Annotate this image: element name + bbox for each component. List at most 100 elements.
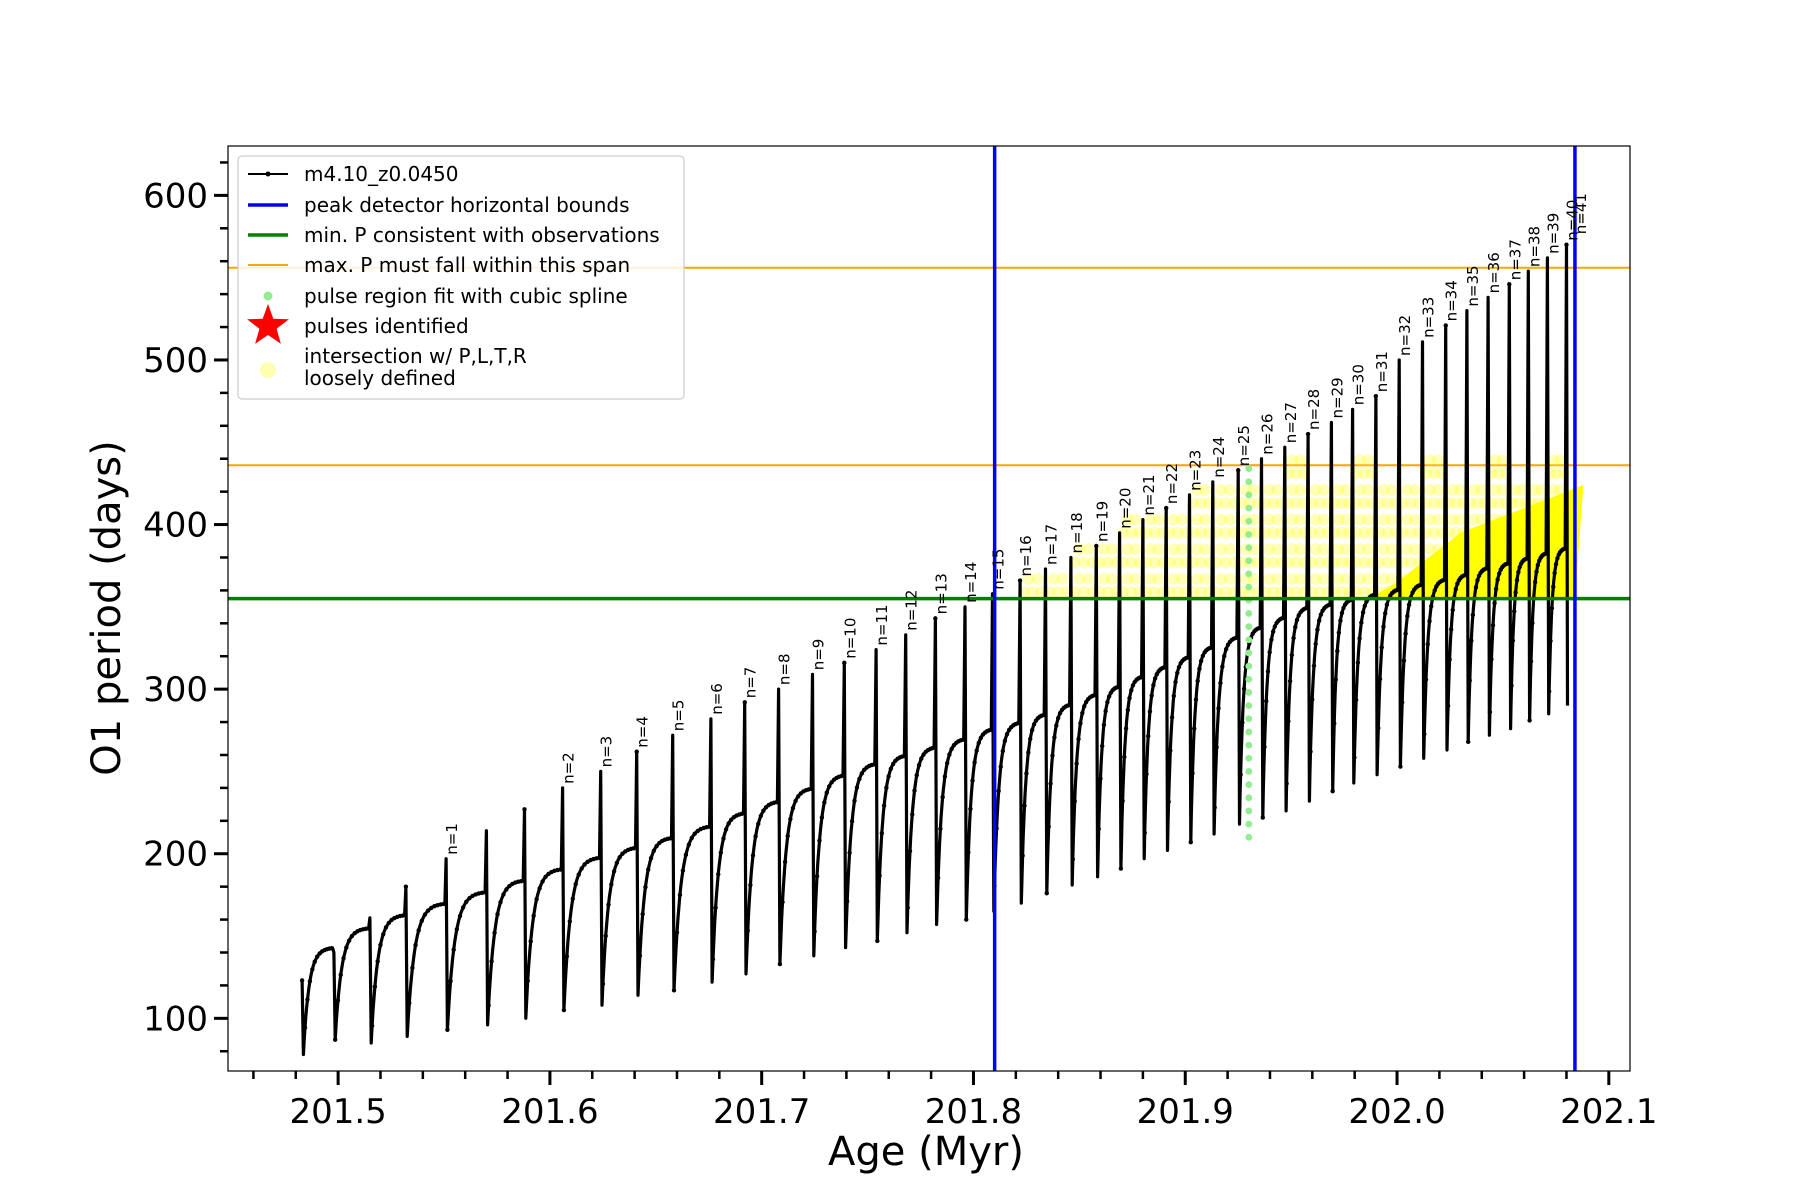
period-point (1022, 803, 1027, 808)
period-point (1429, 604, 1434, 609)
intersection-marker (1362, 454, 1375, 467)
intersection-marker (1475, 513, 1488, 526)
period-point (1341, 605, 1346, 611)
intersection-marker (1167, 572, 1180, 585)
intersection-marker (1199, 543, 1212, 556)
period-point (1528, 659, 1534, 664)
intersection-marker (1290, 467, 1303, 480)
period-point (372, 984, 378, 989)
spline-point (1245, 689, 1253, 696)
period-point (314, 954, 320, 959)
period-point (338, 972, 343, 978)
intersection-marker (1073, 543, 1086, 556)
pulse-label: n=29 (1328, 377, 1346, 418)
period-point (940, 794, 945, 800)
period-point (888, 766, 894, 771)
period-point (1376, 725, 1381, 731)
period-point (1281, 615, 1286, 621)
intersection-marker (1191, 543, 1204, 556)
period-point (782, 859, 788, 865)
period-point (310, 967, 315, 972)
intersection-marker (1026, 586, 1039, 599)
period-point (1067, 702, 1072, 708)
intersection-marker (1047, 572, 1060, 585)
period-point (335, 998, 341, 1003)
intersection-marker (1290, 556, 1303, 569)
intersection-marker (1424, 513, 1437, 526)
period-point (1530, 620, 1535, 626)
intersection-marker (1313, 556, 1326, 569)
intersection-marker (1294, 513, 1307, 526)
intersection-marker (1294, 454, 1307, 467)
intersection-marker (1191, 513, 1204, 526)
period-point (609, 882, 614, 887)
period-point (790, 805, 796, 811)
intersection-marker (1309, 543, 1322, 556)
period-point (1209, 645, 1214, 650)
intersection-marker (1547, 454, 1560, 467)
period-point (1549, 605, 1555, 611)
pulse-label: n=10 (841, 618, 859, 659)
intersection-marker (1097, 572, 1110, 585)
period-point (671, 988, 677, 993)
spline-point (1245, 675, 1253, 683)
period-point (1044, 891, 1049, 896)
period-point (905, 905, 910, 910)
period-point (1000, 748, 1006, 754)
intersection-marker (1446, 483, 1459, 496)
pulse-label: n=24 (1210, 437, 1228, 478)
intersection-marker (1475, 483, 1488, 496)
pulse-label: n=17 (1043, 524, 1061, 565)
period-point (1222, 653, 1227, 659)
period-point (464, 899, 469, 905)
intersection-marker (1106, 543, 1119, 556)
period-point (1352, 755, 1357, 760)
intersection-marker (1354, 483, 1367, 496)
period-point (1257, 625, 1262, 631)
period-point (525, 978, 530, 983)
intersection-marker (1317, 483, 1330, 496)
period-point (637, 953, 643, 958)
period-point (916, 762, 922, 768)
period-point (1398, 764, 1403, 769)
pulse-label: n=16 (1017, 535, 1035, 576)
period-point (1099, 743, 1105, 749)
intersection-marker (1223, 483, 1236, 496)
intersection-marker (1263, 543, 1276, 556)
intersection-marker (1191, 483, 1204, 496)
spline-point (1245, 557, 1253, 565)
intersection-marker (1215, 572, 1228, 585)
intersection-marker (1152, 543, 1165, 556)
intersection-marker (1332, 543, 1345, 556)
period-point (1115, 684, 1120, 690)
period-point (1264, 698, 1269, 704)
period-point (1562, 546, 1567, 552)
intersection-marker (1286, 513, 1299, 526)
spline-point (1245, 781, 1253, 789)
spline-point (1245, 517, 1253, 525)
period-point (949, 746, 954, 752)
spline-point (1245, 623, 1253, 631)
intersection-marker (1354, 454, 1367, 467)
period-point (305, 997, 310, 1002)
period-point (614, 860, 620, 866)
pulse-label: n=18 (1068, 512, 1086, 553)
period-point (780, 899, 785, 905)
period-point (819, 815, 825, 820)
intersection-marker (1492, 467, 1505, 480)
period-point (1197, 666, 1202, 671)
period-point (1406, 602, 1412, 607)
period-point (875, 938, 880, 944)
period-point (852, 798, 857, 804)
intersection-marker (1152, 572, 1165, 585)
period-point (1175, 670, 1180, 676)
period-point (713, 905, 718, 910)
period-point (561, 1007, 567, 1013)
period-point (1462, 572, 1468, 578)
period-point (640, 911, 645, 917)
intersection-marker (1488, 483, 1501, 496)
period-point (758, 813, 764, 819)
intersection-marker (1290, 526, 1303, 539)
legend-label: m4.10_z0.0450 (304, 162, 459, 186)
